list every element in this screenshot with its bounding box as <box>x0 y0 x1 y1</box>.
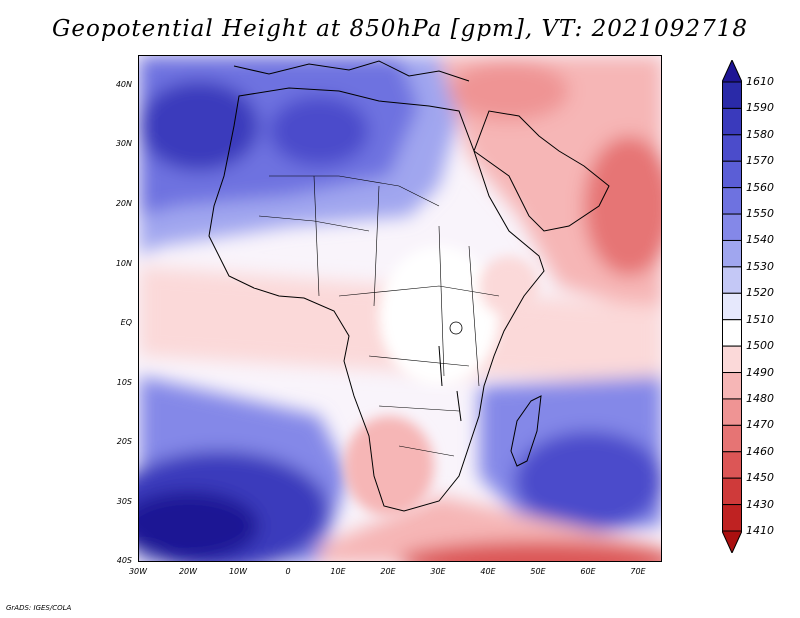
country-borders <box>258 175 500 457</box>
lon-label-50e: 50E <box>530 567 546 576</box>
colorbar-swatch <box>722 134 742 162</box>
arabia-coastline <box>473 110 610 232</box>
colorbar-level-label: 1540 <box>746 233 774 247</box>
lon-label-30w: 30W <box>128 567 148 576</box>
lon-label-10e: 10E <box>330 567 346 576</box>
lon-label-40e: 40E <box>480 567 496 576</box>
colorbar-level-label: 1570 <box>746 154 774 168</box>
colorbar-swatch <box>722 319 742 347</box>
lon-label-10w: 10W <box>228 567 248 576</box>
colorbar-swatch <box>722 213 742 241</box>
colorbar-level-label: 1560 <box>746 180 774 194</box>
height-field-south-atlantic-max <box>139 491 259 561</box>
colorbar-level-label: 1500 <box>746 339 774 353</box>
height-field-southern-africa <box>344 416 434 516</box>
colorbar-level-label: 1580 <box>746 127 774 141</box>
lat-label-40n: 40N <box>115 80 132 89</box>
height-field-central-africa <box>379 246 499 386</box>
colorbar-swatch <box>722 266 742 294</box>
colorbar <box>722 60 742 553</box>
lat-label-eq: EQ <box>120 318 132 327</box>
colorbar-level-label: 1520 <box>746 286 774 300</box>
colorbar-level-label: 1430 <box>746 497 774 511</box>
colorbar-level-label: 1550 <box>746 207 774 221</box>
colorbar-level-label: 1460 <box>746 444 774 458</box>
lon-label-20w: 20W <box>178 567 198 576</box>
colorbar-swatch <box>722 292 742 321</box>
mediterranean-coastline <box>233 60 470 82</box>
height-field-southern-low-core <box>399 541 661 561</box>
credit-text: GrADS: IGES/COLA <box>6 604 72 612</box>
colorbar-swatch <box>722 81 742 109</box>
africa-coastline <box>208 87 545 512</box>
colorbar-swatch <box>722 451 742 479</box>
colorbar-level-label: 1490 <box>746 365 774 379</box>
lat-label-10s: 10S <box>116 378 132 387</box>
colorbar-swatch <box>722 239 742 268</box>
madagascar-coastline <box>510 395 542 467</box>
map-panel <box>138 55 662 562</box>
colorbar-swatch <box>722 504 742 532</box>
lon-label-0: 0 <box>285 567 291 576</box>
lat-label-30s: 30S <box>116 497 132 506</box>
colorbar-swatch <box>722 107 742 136</box>
height-field-mascarene-high <box>514 431 661 531</box>
height-field-mideast-low <box>449 61 569 121</box>
colorbar-top-arrow <box>722 60 742 83</box>
height-field-arabia-low <box>584 136 661 276</box>
lon-label-70e: 70E <box>630 567 646 576</box>
lat-label-40s: 40S <box>116 556 132 565</box>
lake-victoria <box>449 321 463 335</box>
colorbar-swatch <box>722 160 742 189</box>
lake-tanganyika <box>438 345 443 387</box>
colorbar-level-label: 1530 <box>746 259 774 273</box>
colorbar-level-label: 1510 <box>746 312 774 326</box>
lon-label-60e: 60E <box>580 567 596 576</box>
lat-label-20s: 20S <box>116 437 132 446</box>
lon-label-30e: 30E <box>430 567 446 576</box>
lon-label-20e: 20E <box>380 567 396 576</box>
colorbar-swatch <box>722 345 742 374</box>
colorbar-swatch <box>722 424 742 453</box>
lat-label-10n: 10N <box>115 259 132 268</box>
colorbar-level-label: 1480 <box>746 391 774 405</box>
height-field-north-max-east <box>269 96 369 166</box>
lake-malawi <box>456 390 462 422</box>
lat-label-20n: 20N <box>115 199 132 208</box>
colorbar-swatch <box>722 477 742 506</box>
colorbar-swatch <box>722 398 742 426</box>
colorbar-level-label: 1450 <box>746 471 774 485</box>
chart-title: Geopotential Height at 850hPa [gpm], VT:… <box>52 16 748 42</box>
height-field-east-africa <box>479 256 539 316</box>
colorbar-swatch <box>722 187 742 215</box>
colorbar-bottom-arrow <box>722 530 742 553</box>
height-field-north-max-west <box>139 81 259 171</box>
lat-label-30n: 30N <box>115 139 132 148</box>
colorbar-level-label: 1610 <box>746 75 774 88</box>
colorbar-level-label: 1590 <box>746 101 774 115</box>
colorbar-level-label: 1410 <box>746 524 774 537</box>
colorbar-level-label: 1470 <box>746 418 774 432</box>
colorbar-swatch <box>722 372 742 400</box>
